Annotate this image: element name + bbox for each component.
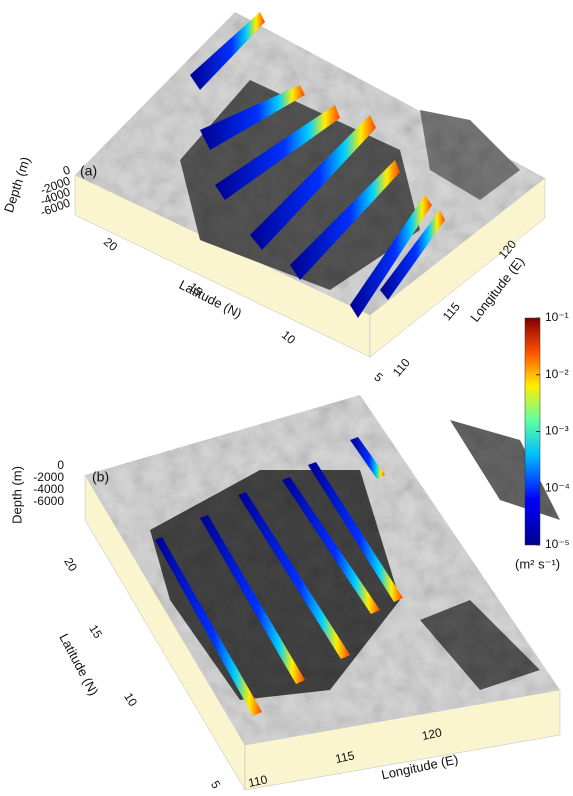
- colorbar-tick-label: 10⁻⁵: [545, 537, 570, 551]
- latitude-tick-label: 5: [371, 370, 385, 385]
- longitude-tick-label: 110: [247, 772, 269, 790]
- depth-tick-label: -6000: [33, 494, 64, 508]
- latitude-tick-label: 5: [208, 778, 224, 791]
- panel-b-box: [85, 395, 560, 790]
- colorbar-tick-label: 10⁻²: [545, 367, 569, 381]
- colorbar-unit: (m² s⁻¹): [515, 556, 560, 571]
- depth-axis-label: Depth (m): [1, 155, 33, 215]
- latitude-tick-label: 20: [61, 555, 80, 574]
- latitude-tick-label: 10: [279, 328, 298, 348]
- depth-axis-label: Depth (m): [9, 466, 24, 524]
- latitude-axis-label: Latitude (N): [56, 631, 101, 698]
- latitude-tick-label: 20: [101, 235, 120, 255]
- panel-label: (b): [92, 469, 109, 485]
- colorbar-tick-label: 10⁻¹: [545, 310, 569, 324]
- longitude-tick-label: 115: [440, 299, 463, 323]
- figure: (m² s⁻¹) (a)0-2000-4000-6000Depth (m)201…: [0, 0, 573, 796]
- latitude-tick-label: 10: [121, 690, 140, 709]
- colorbar-tick-label: 10⁻³: [545, 424, 569, 438]
- colorbar-tick-label: 10⁻⁴: [545, 480, 570, 494]
- panel-label: (a): [80, 163, 97, 179]
- longitude-tick-label: 110: [390, 355, 413, 379]
- latitude-tick-label: 15: [86, 622, 105, 641]
